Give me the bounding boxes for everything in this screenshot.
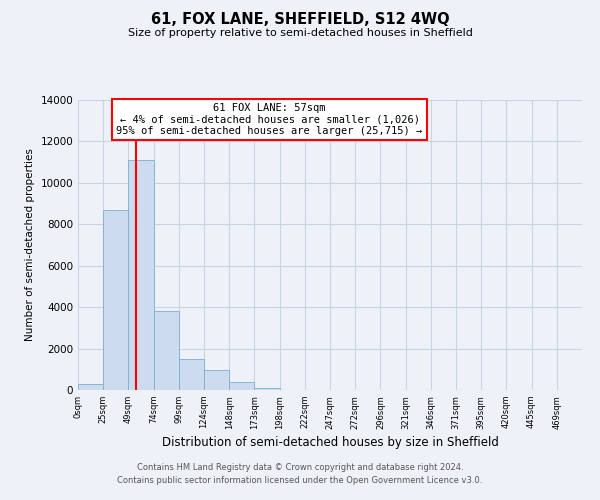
Y-axis label: Number of semi-detached properties: Number of semi-detached properties xyxy=(25,148,35,342)
Text: Size of property relative to semi-detached houses in Sheffield: Size of property relative to semi-detach… xyxy=(128,28,472,38)
Text: 61 FOX LANE: 57sqm
← 4% of semi-detached houses are smaller (1,026)
95% of semi-: 61 FOX LANE: 57sqm ← 4% of semi-detached… xyxy=(116,103,422,136)
Bar xyxy=(229,382,254,390)
Bar xyxy=(128,160,154,390)
Bar xyxy=(103,210,128,390)
Text: Contains HM Land Registry data © Crown copyright and database right 2024.: Contains HM Land Registry data © Crown c… xyxy=(137,464,463,472)
Bar xyxy=(154,312,179,390)
Bar xyxy=(204,370,229,390)
Text: Contains public sector information licensed under the Open Government Licence v3: Contains public sector information licen… xyxy=(118,476,482,485)
Bar xyxy=(179,359,204,390)
Bar xyxy=(78,384,103,390)
Bar xyxy=(254,388,280,390)
X-axis label: Distribution of semi-detached houses by size in Sheffield: Distribution of semi-detached houses by … xyxy=(161,436,499,448)
Text: 61, FOX LANE, SHEFFIELD, S12 4WQ: 61, FOX LANE, SHEFFIELD, S12 4WQ xyxy=(151,12,449,28)
